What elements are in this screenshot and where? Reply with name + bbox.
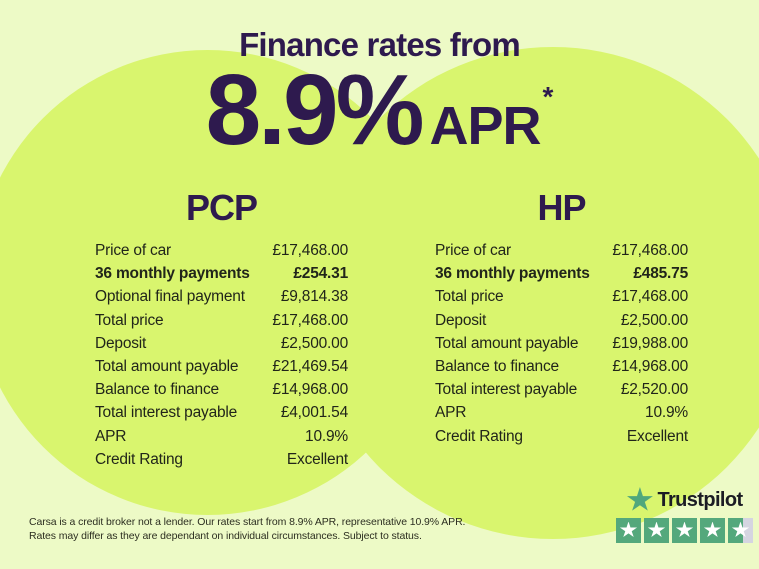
finance-row-value: Excellent bbox=[626, 427, 688, 445]
hp-heading: HP bbox=[537, 187, 586, 228]
finance-row-value: 10.9% bbox=[305, 427, 348, 445]
finance-row-label: Balance to finance bbox=[95, 381, 219, 399]
finance-row-label: Deposit bbox=[435, 311, 487, 329]
pcp-heading: PCP bbox=[185, 187, 258, 228]
finance-row-value: £4,001.54 bbox=[280, 404, 348, 422]
hp-column: HP Price of car £17,468.00 36 monthly paym… bbox=[435, 190, 688, 471]
finance-row: Balance to finance £14,968.00 bbox=[435, 355, 688, 378]
finance-row: Credit Rating Excellent bbox=[435, 425, 688, 448]
finance-row-value: £17,468.00 bbox=[612, 288, 688, 306]
star-icon bbox=[647, 521, 666, 537]
rating-star-box bbox=[700, 518, 725, 543]
finance-row-label: 36 monthly payments bbox=[95, 265, 250, 283]
finance-row-label: Total price bbox=[435, 288, 504, 306]
star-icon bbox=[731, 521, 750, 537]
finance-row: APR 10.9% bbox=[435, 401, 688, 424]
finance-row: Price of car £17,468.00 bbox=[435, 239, 688, 262]
finance-row-value: £485.75 bbox=[633, 265, 688, 283]
legal-disclaimer: Carsa is a credit broker not a lender. O… bbox=[29, 516, 499, 543]
finance-row-label: Total price bbox=[95, 311, 164, 329]
star-icon bbox=[703, 521, 722, 537]
finance-row: Deposit £2,500.00 bbox=[95, 332, 348, 355]
finance-row-value: £14,968.00 bbox=[612, 358, 688, 376]
finance-row-value: £21,469.54 bbox=[272, 358, 348, 376]
finance-row: Optional final payment £9,814.38 bbox=[95, 285, 348, 308]
headline-rate: 8.9% APR* bbox=[0, 60, 759, 160]
finance-row-label: Total amount payable bbox=[435, 334, 579, 352]
background-circle-right bbox=[307, 47, 759, 539]
finance-row-label: APR bbox=[435, 404, 467, 422]
finance-row-value: £2,520.00 bbox=[620, 381, 688, 399]
finance-row-label: Total interest payable bbox=[435, 381, 578, 399]
finance-row-value: 10.9% bbox=[645, 404, 688, 422]
finance-row-value: £2,500.00 bbox=[620, 311, 688, 329]
trustpilot-logo: Trustpilot bbox=[626, 487, 743, 513]
finance-row-value: £17,468.00 bbox=[272, 311, 348, 329]
finance-comparison: PCP Price of car £17,468.00 36 monthly pay… bbox=[95, 190, 688, 471]
pcp-table: Price of car £17,468.00 36 monthly payment… bbox=[95, 239, 348, 471]
finance-row-value: £254.31 bbox=[293, 265, 348, 283]
finance-row: Price of car £17,468.00 bbox=[95, 239, 348, 262]
finance-row: Deposit £2,500.00 bbox=[435, 309, 688, 332]
finance-row: 36 monthly payments £485.75 bbox=[435, 262, 688, 285]
finance-row-label: Price of car bbox=[95, 242, 171, 259]
finance-row: Total price £17,468.00 bbox=[435, 285, 688, 308]
finance-row-label: Optional final payment bbox=[95, 288, 245, 306]
finance-row-label: Total interest payable bbox=[95, 404, 238, 422]
finance-row: Total amount payable £19,988.00 bbox=[435, 332, 688, 355]
trustpilot-brand-text: Trustpilot bbox=[657, 488, 743, 511]
finance-row-label: Deposit bbox=[95, 334, 147, 352]
finance-row-label: 36 monthly payments bbox=[435, 265, 590, 283]
finance-row-value: £17,468.00 bbox=[612, 242, 688, 259]
finance-row-value: £14,968.00 bbox=[272, 381, 348, 399]
finance-row: Balance to finance £14,968.00 bbox=[95, 378, 348, 401]
trustpilot-rating-stars bbox=[616, 518, 753, 543]
rate-value: 8.9% bbox=[205, 54, 425, 166]
rate-asterisk: * bbox=[542, 81, 554, 112]
finance-row-label: Balance to finance bbox=[435, 358, 559, 376]
finance-row: Total interest payable £4,001.54 bbox=[95, 401, 348, 424]
finance-row-label: Credit Rating bbox=[435, 427, 523, 445]
trustpilot-star-icon bbox=[626, 487, 653, 511]
rating-star-box bbox=[672, 518, 697, 543]
finance-row-value: £19,988.00 bbox=[612, 334, 688, 352]
finance-row: Total interest payable £2,520.00 bbox=[435, 378, 688, 401]
pcp-column: PCP Price of car £17,468.00 36 monthly pay… bbox=[95, 190, 348, 471]
finance-row-value: Excellent bbox=[286, 450, 348, 468]
finance-row-value: £2,500.00 bbox=[280, 334, 348, 352]
disclaimer-line-2: Rates may differ as they are dependant o… bbox=[29, 529, 422, 542]
rate-apr-label: APR bbox=[429, 96, 542, 156]
finance-row-value: £17,468.00 bbox=[272, 242, 348, 259]
banner-title: Finance rates from bbox=[239, 26, 521, 63]
finance-row: APR 10.9% bbox=[95, 425, 348, 448]
finance-row-label: APR bbox=[95, 427, 127, 445]
star-icon bbox=[619, 521, 638, 537]
finance-row: 36 monthly payments £254.31 bbox=[95, 262, 348, 285]
finance-row-label: Price of car bbox=[435, 242, 511, 259]
disclaimer-line-1: Carsa is a credit broker not a lender. O… bbox=[29, 516, 466, 528]
finance-row-value: £9,814.38 bbox=[280, 288, 348, 306]
trustpilot-badge: Trustpilot bbox=[615, 487, 754, 543]
finance-row: Credit Rating Excellent bbox=[95, 448, 348, 471]
star-icon bbox=[675, 521, 694, 537]
finance-row-label: Total amount payable bbox=[95, 358, 239, 376]
finance-row: Total price £17,468.00 bbox=[95, 309, 348, 332]
rating-star-box bbox=[644, 518, 669, 543]
finance-row-label: Credit Rating bbox=[95, 450, 183, 468]
finance-row: Total amount payable £21,469.54 bbox=[95, 355, 348, 378]
hp-table: Price of car £17,468.00 36 monthly payment… bbox=[435, 239, 688, 448]
rating-star-box bbox=[616, 518, 641, 543]
rating-star-box bbox=[728, 518, 753, 543]
